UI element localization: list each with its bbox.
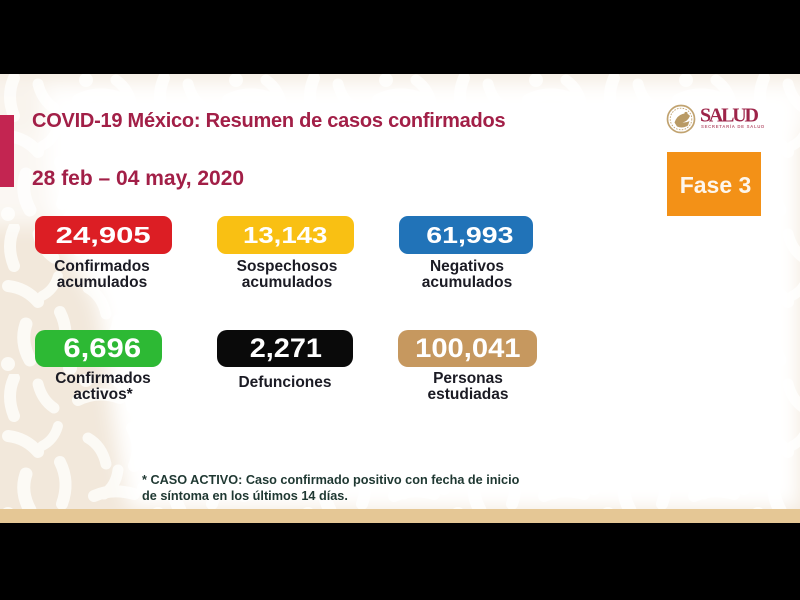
svg-text:SALUD: SALUD: [700, 105, 759, 127]
svg-text:SECRETARÍA DE SALUD: SECRETARÍA DE SALUD: [701, 124, 765, 129]
